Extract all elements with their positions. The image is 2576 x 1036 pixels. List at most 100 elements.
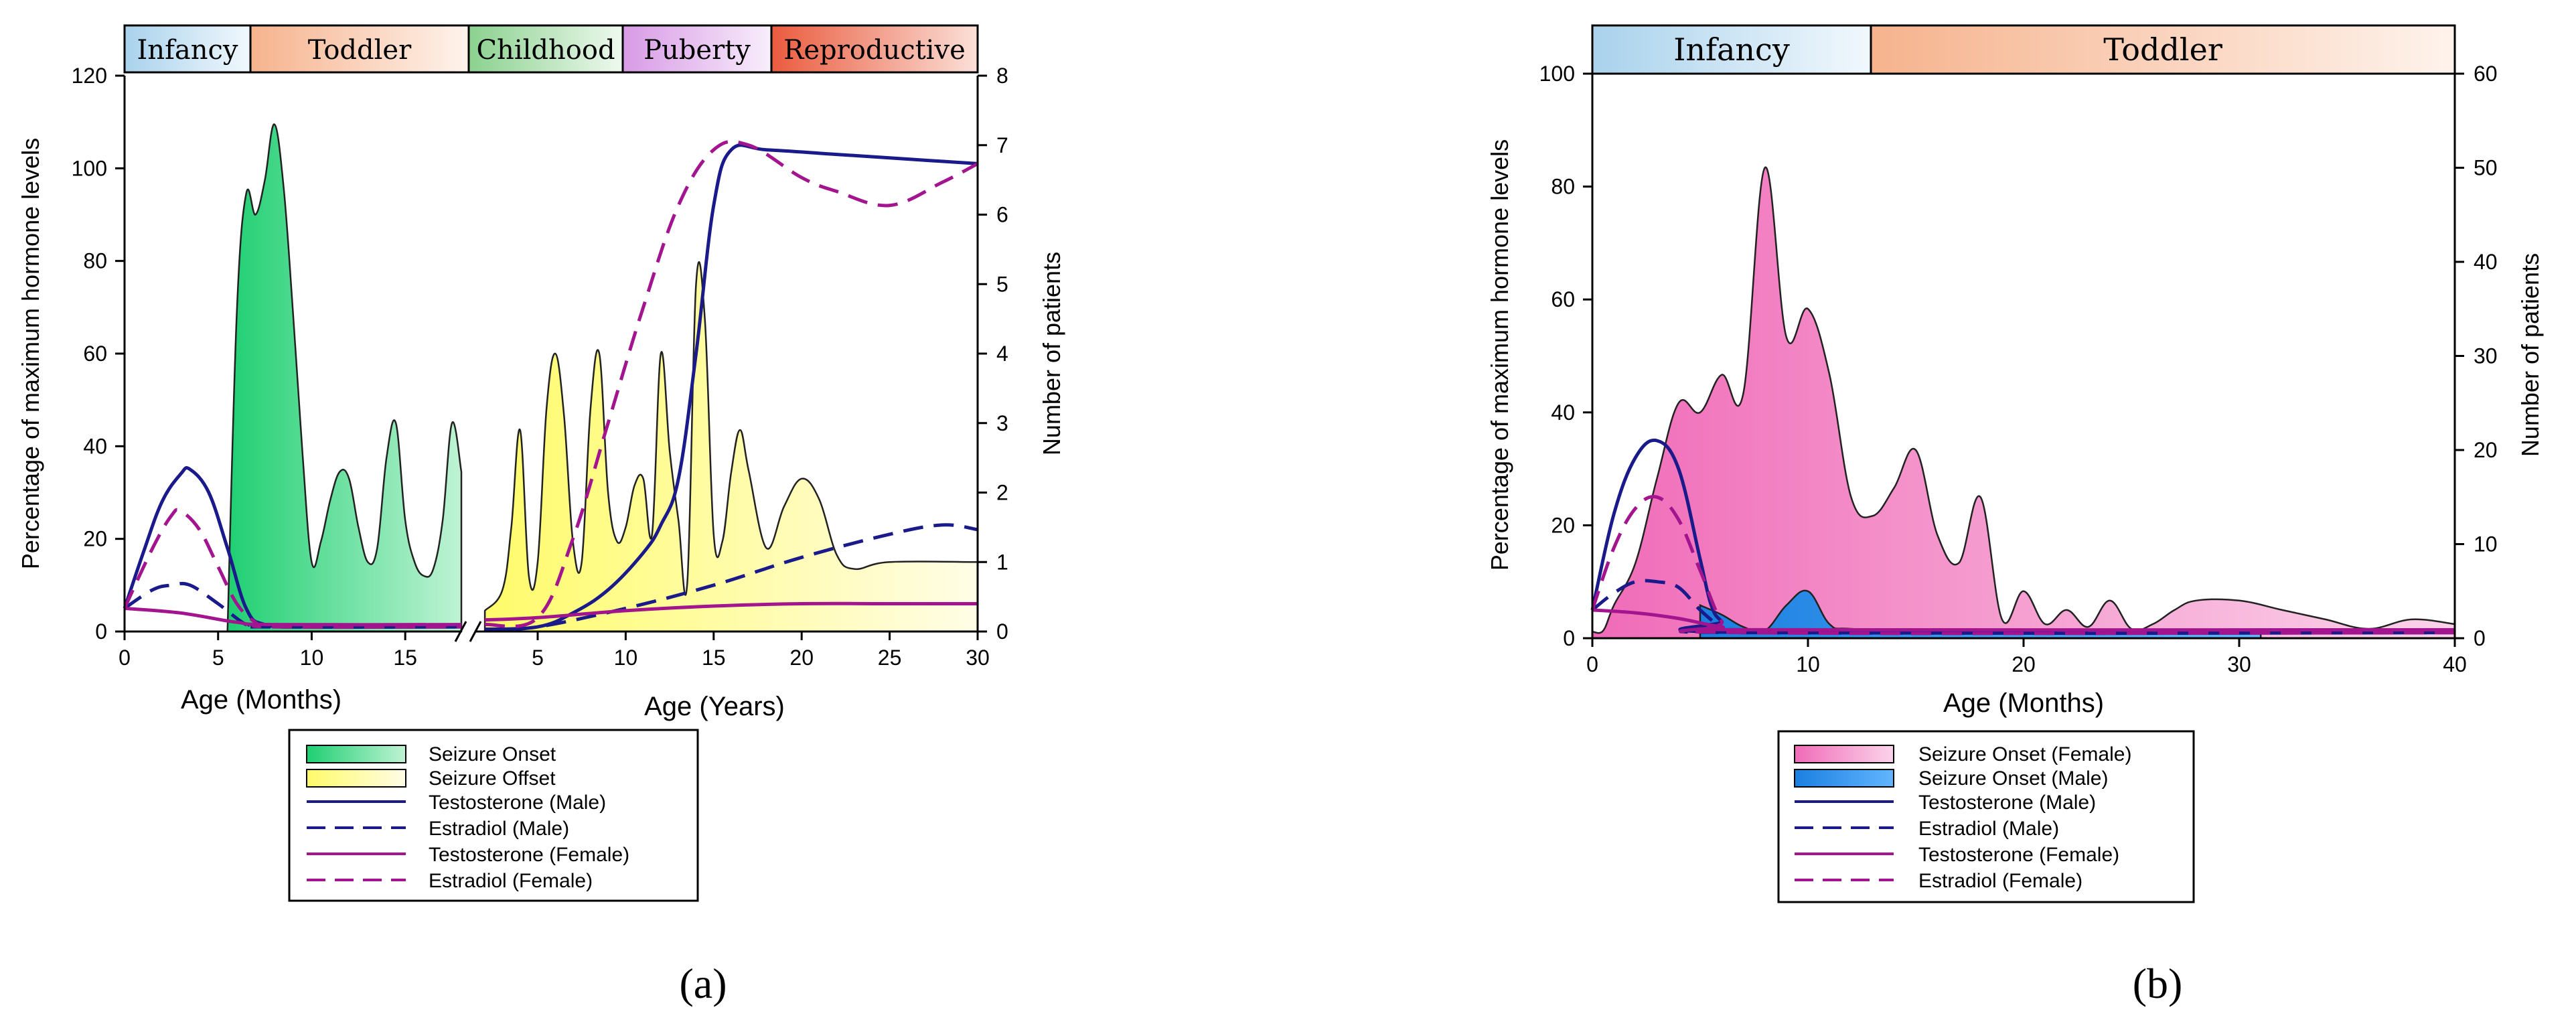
a-ytick-left-label-20: 20 [83,527,107,551]
b-line-estradiol-female [1590,495,2455,636]
stage-bar-b: Infancy Toddler [1591,24,2456,75]
a-axis-break-mark-1 [454,621,467,642]
a-axis-break-mark-2 [469,621,482,642]
b-ytick-left-label-20: 20 [1551,513,1575,537]
b-ylabel-left: Percentage of maximum hormone levels [1486,139,1513,571]
stage-childhood-box [467,24,624,74]
panel-b-label: (b) [2133,960,2183,1007]
a-line-estradiol-female-seg1 [484,139,979,628]
a-line-testosterone-female-seg0 [124,606,462,627]
b-ticks: 0 20 40 60 80 100 0 10 20 30 40 50 60 0 10 20 30 40 [1539,62,2498,676]
a-ytick-right-label-1: 1 [996,550,1008,574]
b-series-layer [1590,166,2456,640]
a-legend-label-offset: Seizure Offset [429,767,556,790]
stage-bar-a: Infancy Toddler Childhood Puberty Reprod… [123,24,979,74]
b-legend-label-t-female: Testosterone (Female) [1918,844,2119,866]
b-legend-label-onset-male: Seizure Onset (Male) [1918,767,2108,790]
b-ytick-right-label-10: 10 [2474,532,2498,557]
a-xtick-label-seg0-15: 15 [393,646,417,670]
a-ytick-right-label-4: 4 [996,342,1008,366]
a-ytick-left-label-80: 80 [83,249,107,273]
a-xtick-label-seg1-30: 30 [966,646,990,670]
b-ylabel-right: Number of patients [2516,253,2544,457]
a-ylabel-right: Number of patients [1038,252,1065,455]
b-xtick-label-0: 0 [1586,652,1598,676]
b-ytick-left-label-0: 0 [1563,626,1575,650]
a-series-layer [123,123,979,633]
a-line-estradiol-female-seg0 [123,508,462,630]
a-legend-label-e-male: Estradiol (Male) [429,818,569,840]
b-xtick-label-40: 40 [2443,652,2467,676]
b-line-testosterone-female [1592,608,2455,632]
stage-reproductive-box [770,24,979,74]
b-stage-toddler-label: Toddler [2103,31,2222,68]
panel-a: Infancy Toddler Childhood Puberty Reprod… [17,24,1065,1007]
a-line-testosterone-female-seg1 [484,601,978,622]
b-legend-label-e-male: Estradiol (Male) [1918,818,2059,840]
a-ytick-right-label-7: 7 [996,133,1008,157]
a-legend: Seizure Onset Seizure Offset Testosteron… [288,729,699,902]
b-ytick-left-label-80: 80 [1551,175,1575,199]
a-area-seizure-offset [483,261,979,633]
a-legend-label-e-female: Estradiol (Female) [429,870,593,892]
a-ytick-left-label-40: 40 [83,434,107,458]
b-ytick-right-label-0: 0 [2474,626,2486,650]
a-legend-swatch-offset [306,769,406,788]
b-legend-swatch-onset-female [1794,745,1894,763]
b-ytick-right-label-30: 30 [2474,344,2498,368]
stage-puberty-label: Puberty [643,35,751,66]
stage-toddler-label: Toddler [308,35,412,66]
stage-childhood-label: Childhood [476,35,615,66]
a-xtick-label-seg1-10: 10 [614,646,638,670]
a-ytick-right-label-6: 6 [996,203,1008,227]
b-stage-infancy-label: Infancy [1673,31,1790,68]
a-xtick-label-seg0-0: 0 [119,646,131,670]
a-xlabel-months: Age (Months) [181,685,342,715]
a-xtick-label-seg1-15: 15 [702,646,726,670]
b-xtick-label-30: 30 [2227,652,2251,676]
b-xlabel: Age (Months) [1943,688,2104,718]
a-ytick-right-label-0: 0 [996,619,1008,644]
a-ytick-right-label-3: 3 [996,411,1008,435]
a-ytick-left-label-120: 120 [72,64,107,88]
a-xtick-label-seg1-5: 5 [532,646,544,670]
b-ytick-left-label-60: 60 [1551,287,1575,311]
a-legend-label-onset: Seizure Onset [429,743,556,765]
b-ytick-right-label-20: 20 [2474,438,2498,462]
a-xtick-label-seg1-20: 20 [789,646,814,670]
a-ytick-left-label-0: 0 [95,619,107,644]
stage-reproductive-label: Reproductive [783,35,966,66]
b-ytick-right-label-50: 50 [2474,156,2498,180]
a-area-seizure-onset [226,123,463,633]
stage-infancy-label: Infancy [137,35,238,66]
a-legend-label-t-female: Testosterone (Female) [429,844,629,866]
a-line-testosterone-male-seg1 [484,143,978,631]
a-ytick-right-label-2: 2 [996,481,1008,505]
a-xlabel-years: Age (Years) [644,692,785,721]
a-line-estradiol-male-seg1 [484,523,978,632]
a-ytick-left-label-100: 100 [72,156,107,180]
b-legend-label-e-female: Estradiol (Female) [1918,870,2082,892]
a-ytick-right-label-5: 5 [996,272,1008,296]
b-xtick-label-20: 20 [2012,652,2036,676]
a-ytick-left-label-60: 60 [83,342,107,366]
a-ytick-right-label-8: 8 [996,64,1008,88]
b-legend-label-onset-female: Seizure Onset (Female) [1918,743,2131,765]
b-ytick-right-label-60: 60 [2474,62,2498,86]
b-ytick-right-label-40: 40 [2474,250,2498,274]
b-xtick-label-10: 10 [1796,652,1820,676]
b-stage-toddler-box [1870,24,2456,75]
b-legend: Seizure Onset (Female) Seizure Onset (Ma… [1777,730,2195,903]
b-ytick-left-label-100: 100 [1539,62,1575,86]
panel-a-label: (a) [679,960,727,1007]
a-xtick-label-seg0-5: 5 [212,646,224,670]
stage-toddler-box [249,24,470,74]
b-legend-label-t-male: Testosterone (Male) [1918,792,2096,814]
stage-infancy-box [123,24,252,74]
a-xtick-label-seg1-25: 25 [878,646,902,670]
a-legend-label-t-male: Testosterone (Male) [429,792,606,814]
b-legend-swatch-onset-male [1794,769,1894,788]
a-legend-swatch-onset [306,745,406,763]
